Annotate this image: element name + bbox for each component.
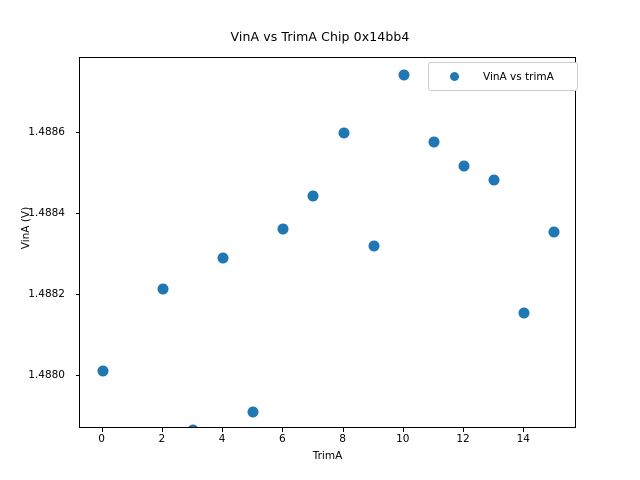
x-axis-tick	[101, 428, 103, 432]
y-axis-tick	[75, 293, 79, 295]
legend-box: VinA vs trimA	[428, 62, 578, 91]
y-axis-tick	[75, 213, 79, 214]
y-axis-tick-label: 1.4884	[28, 207, 65, 219]
x-axis-tick-label: 10	[396, 433, 410, 445]
x-axis-tick	[342, 428, 344, 432]
data-point	[338, 127, 350, 139]
x-axis-tick	[282, 428, 284, 432]
data-point	[368, 240, 380, 252]
x-axis-tick	[523, 428, 525, 432]
x-axis-tick-label: 0	[98, 433, 105, 445]
page-title: VinA vs TrimA Chip 0x14bb4	[230, 29, 410, 44]
x-axis-tick	[402, 428, 404, 432]
data-point	[398, 69, 410, 81]
y-axis-tick-label: 1.4882	[28, 287, 65, 300]
plot-axes-frame	[79, 57, 576, 428]
legend-circle-marker-icon	[450, 72, 459, 81]
scatter-data-layer	[80, 58, 575, 427]
data-point	[518, 307, 530, 319]
y-axis-tick	[75, 374, 79, 376]
y-axis-tick-label: 1.4886	[28, 126, 65, 139]
legend-item-label: VinA vs trimA	[483, 70, 554, 83]
data-point	[187, 424, 199, 427]
y-axis-tick-label: 1.4880	[28, 368, 65, 381]
x-axis-tick-label: 2	[158, 433, 166, 445]
x-axis-tick	[222, 428, 224, 432]
x-axis-tick-label: 14	[516, 433, 530, 445]
data-point	[458, 160, 470, 172]
data-point	[217, 252, 229, 264]
x-axis-tick	[463, 428, 465, 432]
data-point	[97, 365, 109, 377]
x-axis-tick-label: 6	[278, 433, 286, 445]
x-axis-tick	[161, 428, 163, 432]
data-point	[488, 174, 500, 186]
x-axis-tick-label: 12	[456, 433, 470, 445]
data-point	[548, 226, 560, 238]
data-point	[247, 406, 259, 418]
data-point	[428, 136, 440, 148]
x-axis-label: TrimA	[312, 450, 343, 462]
y-axis-tick	[75, 132, 79, 134]
x-axis-tick-label: 8	[339, 433, 346, 445]
x-axis-tick-label: 4	[218, 433, 226, 445]
data-point	[157, 283, 169, 295]
data-point	[277, 223, 289, 235]
y-axis-label: VinA (V)	[20, 206, 32, 250]
data-point	[307, 190, 319, 202]
